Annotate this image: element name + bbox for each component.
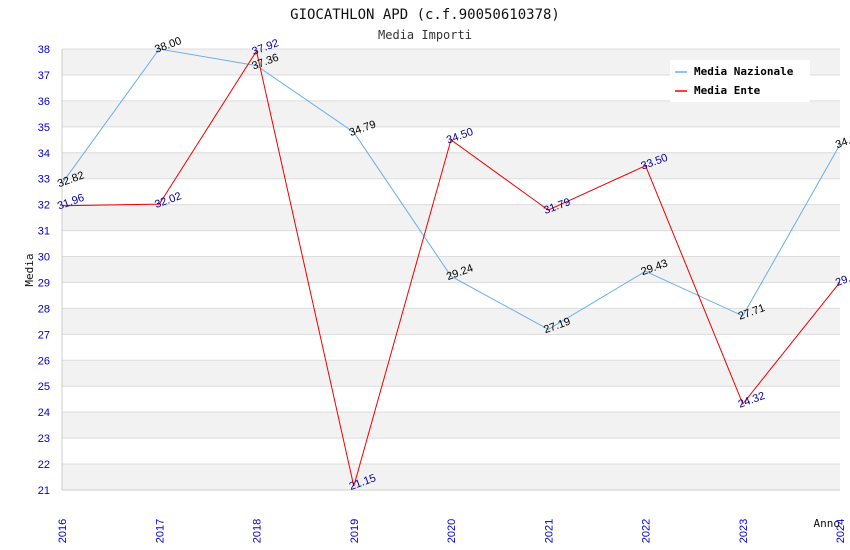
y-tick-label: 28 <box>38 303 50 315</box>
y-tick-label: 29 <box>38 277 50 289</box>
x-axis-title: Anno <box>814 517 841 530</box>
legend-label-media-ente: Media Ente <box>694 84 761 97</box>
x-tick-label: 2019 <box>349 519 361 543</box>
background-band <box>62 178 840 205</box>
background-band <box>62 412 840 439</box>
background-band <box>62 256 840 283</box>
chart-background-bands <box>62 49 840 490</box>
y-tick-label: 23 <box>38 433 50 445</box>
y-tick-label: 31 <box>38 226 50 238</box>
y-tick-label: 36 <box>38 96 50 108</box>
y-tick-label: 26 <box>38 355 50 367</box>
chart-title: GIOCATHLON APD (c.f.90050610378) <box>290 7 560 23</box>
y-tick-label: 34 <box>38 148 50 160</box>
y-tick-label: 25 <box>38 381 50 393</box>
y-tick-label: 37 <box>38 70 50 82</box>
y-tick-label: 24 <box>38 407 50 419</box>
chart-subtitle: Media Importi <box>378 28 472 42</box>
y-axis-title: Media <box>23 253 36 286</box>
background-band <box>62 464 840 490</box>
x-tick-label: 2022 <box>641 519 653 543</box>
x-tick-label: 2024 <box>835 519 847 543</box>
chart-series <box>61 48 841 487</box>
background-band <box>62 230 840 257</box>
background-band <box>62 386 840 413</box>
background-band <box>62 100 840 127</box>
background-band <box>62 204 840 231</box>
x-tick-label: 2021 <box>543 519 555 543</box>
y-tick-label: 22 <box>38 459 50 471</box>
y-axis-ticks: 21 22 23 24 25 26 27 28 29 30 31 32 33 34 35 36 37 38 <box>38 44 50 497</box>
x-tick-label: 2016 <box>57 519 69 543</box>
y-tick-label: 27 <box>38 329 50 341</box>
y-tick-label: 35 <box>38 122 50 134</box>
y-tick-label: 38 <box>38 44 50 56</box>
series-line-media-ente <box>61 49 841 487</box>
legend-label-media-nazionale: Media Nazionale <box>694 65 794 78</box>
x-tick-label: 2020 <box>446 519 458 543</box>
x-tick-label: 2017 <box>154 519 166 543</box>
x-tick-label: 2023 <box>738 519 750 543</box>
background-band <box>62 334 840 361</box>
y-tick-label: 33 <box>38 174 50 186</box>
background-band <box>62 152 840 179</box>
y-tick-label: 30 <box>38 252 50 264</box>
y-tick-label: 32 <box>38 200 50 212</box>
background-band <box>62 308 840 335</box>
legend-box <box>670 60 810 102</box>
series-line-media-nazionale <box>61 48 841 330</box>
x-tick-label: 2018 <box>252 519 264 543</box>
y-tick-label: 21 <box>38 485 50 497</box>
background-band <box>62 360 840 387</box>
chart-legend: Media Nazionale Media Ente <box>670 60 810 102</box>
background-band <box>62 438 840 465</box>
background-band <box>62 282 840 309</box>
x-axis-ticks: 2016 2017 2018 2019 2020 2021 2022 2023 2024 <box>57 519 847 543</box>
